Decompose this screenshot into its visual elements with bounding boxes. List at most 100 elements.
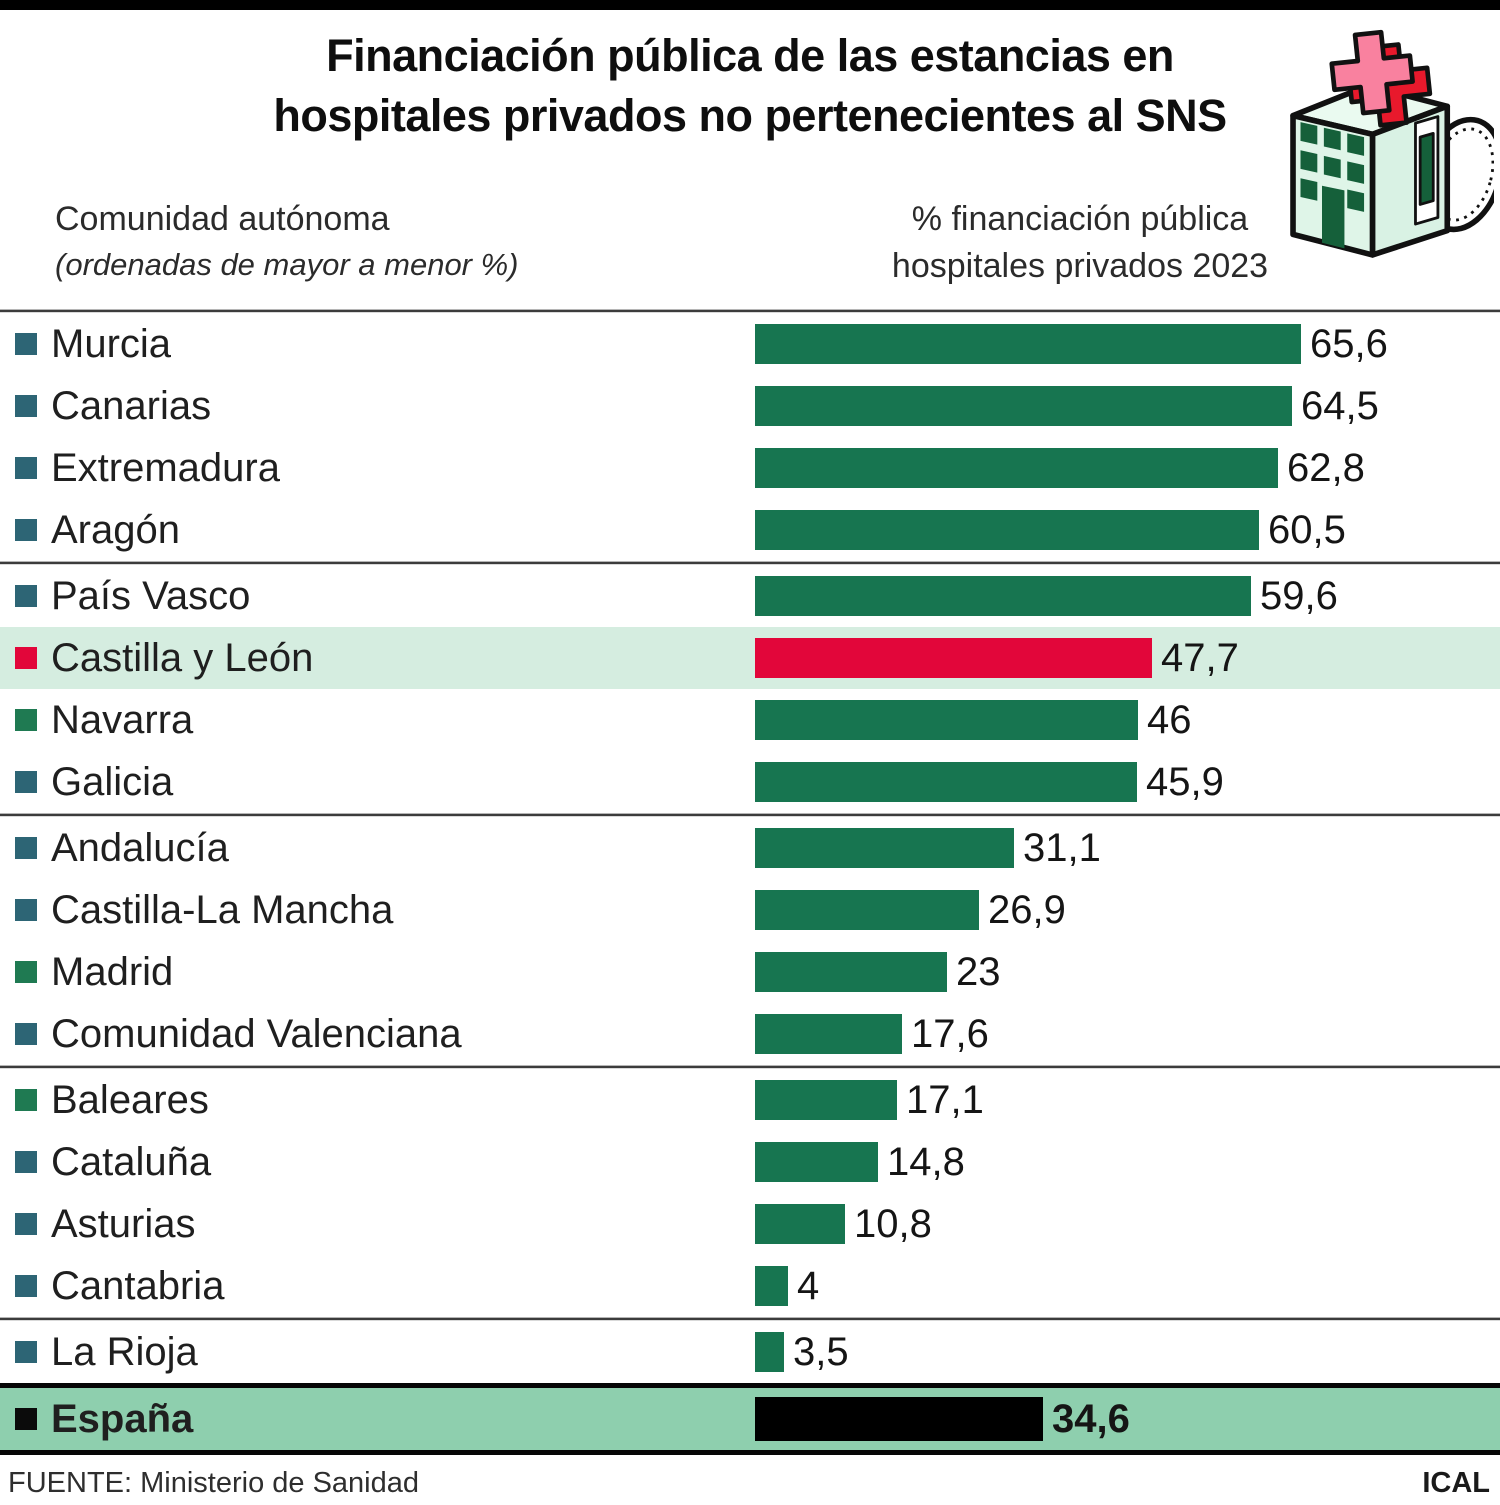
row-bullet-icon — [15, 771, 37, 793]
row-value: 10,8 — [854, 1201, 932, 1246]
page-title-line2: hospitales privados no pertenecientes al… — [273, 89, 1227, 141]
row-bar-zone: 47,7 — [755, 627, 1239, 689]
row-value: 17,1 — [906, 1077, 984, 1122]
column-header-right: % financiación pública hospitales privad… — [855, 200, 1305, 286]
hospital-building-with-coin-icon — [1290, 29, 1494, 258]
table-row: España 34,6 — [0, 1383, 1500, 1455]
chart-rows: Murcia 65,6 Canarias 64,5 Extremadura 62… — [0, 313, 1500, 1455]
credit-label: ICAL — [1422, 1467, 1490, 1499]
row-bar-zone: 59,6 — [755, 565, 1338, 627]
table-row: Galicia 45,9 — [0, 751, 1500, 813]
row-value: 64,5 — [1301, 383, 1379, 428]
row-bar — [755, 1080, 897, 1120]
row-bullet-icon — [15, 837, 37, 859]
table-row: La Rioja 3,5 — [0, 1321, 1500, 1383]
row-value: 65,6 — [1310, 321, 1388, 366]
row-bar — [755, 1204, 845, 1244]
section-divider — [0, 813, 1500, 817]
row-label: Cataluña — [51, 1139, 212, 1184]
table-row: Navarra 46 — [0, 689, 1500, 751]
row-value: 46 — [1147, 697, 1192, 742]
row-value: 31,1 — [1023, 825, 1101, 870]
table-row: País Vasco 59,6 — [0, 565, 1500, 627]
row-label: Castilla-La Mancha — [51, 887, 394, 932]
row-bar — [755, 1014, 902, 1054]
table-row: Asturias 10,8 — [0, 1193, 1500, 1255]
table-row: Madrid 23 — [0, 941, 1500, 1003]
row-bar — [755, 510, 1259, 550]
row-label: Navarra — [51, 697, 194, 742]
row-bullet-icon — [15, 457, 37, 479]
section-divider — [0, 1317, 1500, 1321]
row-label: Baleares — [51, 1077, 209, 1122]
row-label: País Vasco — [51, 573, 251, 618]
row-label: Extremadura — [51, 445, 280, 490]
row-label: Castilla y León — [51, 635, 314, 680]
row-bar-zone: 65,6 — [755, 313, 1388, 375]
row-value: 34,6 — [1052, 1396, 1130, 1441]
row-bar — [755, 762, 1137, 802]
row-bar-zone: 34,6 — [755, 1388, 1130, 1450]
top-black-bar — [0, 0, 1500, 10]
table-row: Andalucía 31,1 — [0, 817, 1500, 879]
medical-cross-icon — [1329, 29, 1433, 128]
footer: FUENTE: Ministerio de Sanidad ICAL — [0, 1455, 1500, 1505]
row-bar-zone: 17,6 — [755, 1003, 989, 1065]
row-label: Andalucía — [51, 825, 229, 870]
column-header-left: Comunidad autónoma (ordenadas de mayor a… — [55, 200, 519, 283]
row-bullet-icon — [15, 1408, 37, 1430]
row-label: Comunidad Valenciana — [51, 1011, 462, 1056]
row-label: España — [51, 1396, 194, 1441]
header: Financiación pública de las estancias en… — [0, 10, 1500, 309]
row-bullet-icon — [15, 1341, 37, 1363]
row-bullet-icon — [15, 1275, 37, 1297]
row-bar-zone: 26,9 — [755, 879, 1066, 941]
row-bullet-icon — [15, 519, 37, 541]
row-label: Canarias — [51, 383, 212, 428]
row-bar-zone: 10,8 — [755, 1193, 932, 1255]
row-bullet-icon — [15, 585, 37, 607]
row-value: 47,7 — [1161, 635, 1239, 680]
table-row: Canarias 64,5 — [0, 375, 1500, 437]
row-bullet-icon — [15, 961, 37, 983]
row-label: Cantabria — [51, 1263, 225, 1308]
table-row: Cantabria 4 — [0, 1255, 1500, 1317]
row-bar — [755, 1397, 1043, 1441]
table-row: Aragón 60,5 — [0, 499, 1500, 561]
column-header-left-title: Comunidad autónoma — [55, 200, 390, 238]
row-bar-zone: 62,8 — [755, 437, 1365, 499]
row-bar-zone: 3,5 — [755, 1321, 849, 1383]
row-value: 4 — [797, 1263, 820, 1308]
row-value: 14,8 — [887, 1139, 965, 1184]
row-value: 60,5 — [1268, 507, 1346, 552]
row-label: Asturias — [51, 1201, 196, 1246]
row-bar — [755, 386, 1292, 426]
row-bar — [755, 952, 947, 992]
table-row: Murcia 65,6 — [0, 313, 1500, 375]
row-bar — [755, 448, 1278, 488]
row-bullet-icon — [15, 333, 37, 355]
table-row: Baleares 17,1 — [0, 1069, 1500, 1131]
row-bar — [755, 700, 1138, 740]
row-bar-zone: 14,8 — [755, 1131, 965, 1193]
row-bar-zone: 4 — [755, 1255, 819, 1317]
row-bar — [755, 576, 1251, 616]
row-label: Madrid — [51, 949, 174, 994]
row-value: 62,8 — [1287, 445, 1365, 490]
table-row: Castilla-La Mancha 26,9 — [0, 879, 1500, 941]
column-header-right-line2: hospitales privados 2023 — [891, 247, 1269, 285]
table-row: Comunidad Valenciana 17,6 — [0, 1003, 1500, 1065]
row-value: 59,6 — [1260, 573, 1338, 618]
row-bar-zone: 31,1 — [755, 817, 1101, 879]
section-divider — [0, 1065, 1500, 1069]
row-label: Murcia — [51, 321, 172, 366]
page-title-line1: Financiación pública de las estancias en — [326, 30, 1174, 81]
header-divider — [0, 309, 1500, 313]
row-label: La Rioja — [51, 1329, 198, 1374]
row-bar-zone: 23 — [755, 941, 1001, 1003]
row-bar-zone: 60,5 — [755, 499, 1346, 561]
column-header-right-line1: % financiación pública — [911, 200, 1249, 238]
row-bar-zone: 46 — [755, 689, 1192, 751]
row-bar — [755, 1332, 784, 1372]
